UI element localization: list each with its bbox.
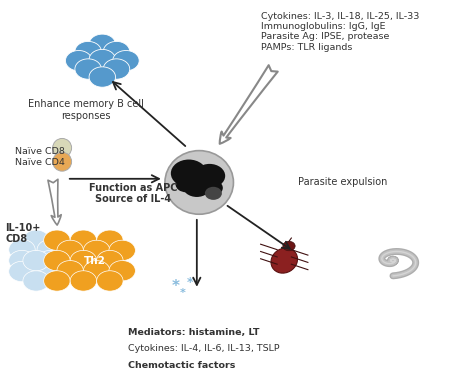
Circle shape [70, 230, 97, 250]
Circle shape [109, 260, 136, 281]
Circle shape [23, 250, 49, 271]
Circle shape [97, 250, 123, 271]
Circle shape [109, 240, 136, 260]
Ellipse shape [271, 248, 298, 273]
Circle shape [89, 67, 116, 87]
Text: Enhance memory B cell
responses: Enhance memory B cell responses [28, 99, 144, 121]
Circle shape [83, 240, 110, 260]
Circle shape [9, 240, 35, 260]
Circle shape [44, 230, 70, 250]
Circle shape [89, 34, 116, 55]
Circle shape [23, 230, 49, 250]
Text: Cytokines: IL-3, IL-18, IL-25, IL-33
Immunoglobulins: IgG, IgE
Parasite Ag: IPSE: Cytokines: IL-3, IL-18, IL-25, IL-33 Imm… [261, 12, 419, 52]
Circle shape [9, 250, 35, 271]
Circle shape [44, 250, 70, 271]
Circle shape [23, 271, 49, 291]
Circle shape [44, 271, 70, 291]
Ellipse shape [53, 138, 72, 157]
Circle shape [65, 50, 92, 71]
Circle shape [37, 240, 64, 260]
Circle shape [70, 271, 97, 291]
Text: Cytokines: IL-4, IL-6, IL-13, TSLP: Cytokines: IL-4, IL-6, IL-13, TSLP [128, 344, 280, 353]
Circle shape [70, 250, 97, 271]
Circle shape [37, 250, 64, 271]
Circle shape [175, 176, 196, 192]
Text: *: * [186, 276, 193, 289]
Text: *: * [172, 279, 180, 293]
Circle shape [37, 261, 64, 282]
Circle shape [171, 160, 207, 187]
Ellipse shape [165, 151, 234, 214]
Text: Mediators: histamine, LT: Mediators: histamine, LT [128, 328, 260, 337]
Circle shape [75, 59, 101, 79]
Circle shape [103, 42, 130, 62]
Text: Function as APC
Source of IL-4: Function as APC Source of IL-4 [89, 183, 177, 204]
Text: Naïve CD8
Naïve CD4: Naïve CD8 Naïve CD4 [15, 147, 65, 167]
Circle shape [9, 261, 35, 282]
Circle shape [89, 49, 116, 70]
Ellipse shape [53, 152, 72, 171]
Circle shape [97, 230, 123, 250]
Text: Th2: Th2 [84, 256, 106, 266]
Circle shape [57, 240, 83, 260]
Circle shape [75, 42, 101, 62]
Text: *: * [180, 288, 186, 298]
Circle shape [57, 260, 83, 281]
Circle shape [113, 50, 139, 71]
Circle shape [83, 260, 110, 281]
Circle shape [103, 59, 130, 79]
Text: Parasite expulsion: Parasite expulsion [299, 177, 388, 187]
Text: IL-10+
CD8: IL-10+ CD8 [5, 223, 41, 244]
Circle shape [202, 180, 223, 196]
Circle shape [97, 271, 123, 291]
Circle shape [182, 175, 211, 197]
Circle shape [283, 241, 295, 251]
Circle shape [194, 164, 225, 188]
Text: Chemotactic factors: Chemotactic factors [128, 361, 236, 370]
Circle shape [205, 187, 222, 200]
